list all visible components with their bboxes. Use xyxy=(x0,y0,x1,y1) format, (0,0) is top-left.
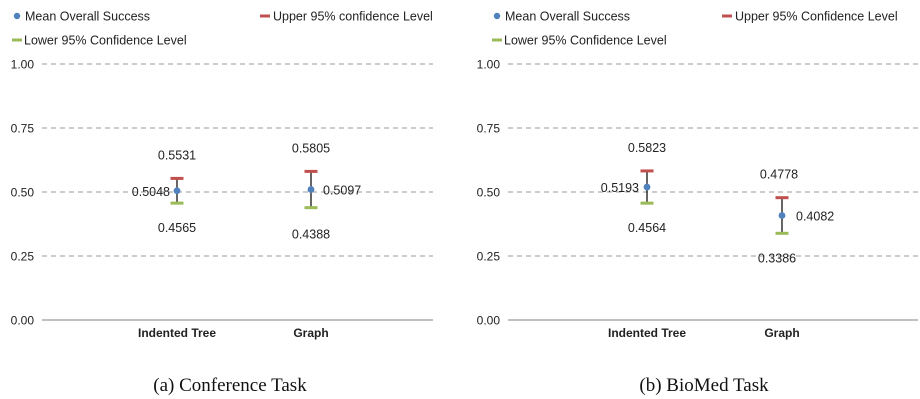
y-tick-label-1-1: 0.25 xyxy=(477,250,501,264)
upper-ci-mark-0-1 xyxy=(304,169,318,173)
legend-mean-label-0: Mean Overall Success xyxy=(25,10,150,24)
y-tick-label-1-0: 0.00 xyxy=(477,314,501,328)
upper-ci-mark-1-0 xyxy=(640,169,654,173)
panel-caption-0: (a) Conference Task xyxy=(153,375,307,396)
y-tick-label-1-3: 0.75 xyxy=(477,122,501,136)
x-tick-label-1-1: Graph xyxy=(764,326,799,340)
mean-point-0-0 xyxy=(173,187,181,195)
x-tick-label-0-0: Indented Tree xyxy=(138,326,216,340)
legend-lower-label-1: Lower 95% Confidence Level xyxy=(504,34,667,48)
lower-ci-mark-1-0 xyxy=(640,201,654,205)
mean-data-label-0-0: 0.5048 xyxy=(132,185,170,199)
lower-data-label-0-0: 0.4565 xyxy=(158,221,196,235)
y-tick-label-0-2: 0.50 xyxy=(11,186,35,200)
legend-mean-label-1: Mean Overall Success xyxy=(505,10,630,24)
mean-data-label-1-1: 0.4082 xyxy=(796,210,834,224)
y-tick-label-1-4: 1.00 xyxy=(477,58,501,72)
lower-data-label-0-1: 0.4388 xyxy=(292,228,330,242)
legend-lower-marker-0 xyxy=(12,38,22,42)
legend-mean-marker-1 xyxy=(493,12,501,20)
mean-point-1-1 xyxy=(778,212,786,219)
legend-upper-label-1: Upper 95% Confidence Level xyxy=(735,10,898,24)
lower-data-label-1-0: 0.4564 xyxy=(628,221,666,235)
x-tick-label-1-0: Indented Tree xyxy=(608,326,686,340)
upper-data-label-0-0: 0.5531 xyxy=(158,148,196,162)
lower-data-label-1-1: 0.3386 xyxy=(758,251,796,265)
legend-lower-marker-1 xyxy=(492,38,502,42)
legend-lower-label-0: Lower 95% Confidence Level xyxy=(24,34,187,48)
upper-data-label-1-1: 0.4778 xyxy=(760,168,798,182)
lower-ci-mark-1-1 xyxy=(775,231,789,235)
upper-data-label-1-0: 0.5823 xyxy=(628,141,666,155)
upper-ci-mark-1-1 xyxy=(775,196,789,200)
mean-data-label-0-1: 0.5097 xyxy=(323,184,361,198)
lower-ci-mark-0-1 xyxy=(304,206,318,210)
mean-point-1-0 xyxy=(643,183,651,191)
panel-caption-1: (b) BioMed Task xyxy=(639,375,769,396)
legend-mean-marker-0 xyxy=(13,12,21,20)
y-tick-label-0-0: 0.00 xyxy=(11,314,35,328)
y-tick-label-0-3: 0.75 xyxy=(11,122,35,136)
upper-data-label-0-1: 0.5805 xyxy=(292,141,330,155)
upper-ci-mark-0-0 xyxy=(170,176,184,180)
y-tick-label-0-4: 1.00 xyxy=(11,58,35,72)
y-tick-label-0-1: 0.25 xyxy=(11,250,35,264)
legend-upper-marker-1 xyxy=(722,14,732,18)
mean-data-label-1-0: 0.5193 xyxy=(601,181,639,195)
legend-upper-marker-0 xyxy=(260,14,270,18)
mean-point-0-1 xyxy=(307,186,315,193)
legend-upper-label-0: Upper 95% confidence Level xyxy=(273,10,433,24)
y-tick-label-1-2: 0.50 xyxy=(477,186,501,200)
lower-ci-mark-0-0 xyxy=(170,201,184,205)
x-tick-label-0-1: Graph xyxy=(293,326,328,340)
